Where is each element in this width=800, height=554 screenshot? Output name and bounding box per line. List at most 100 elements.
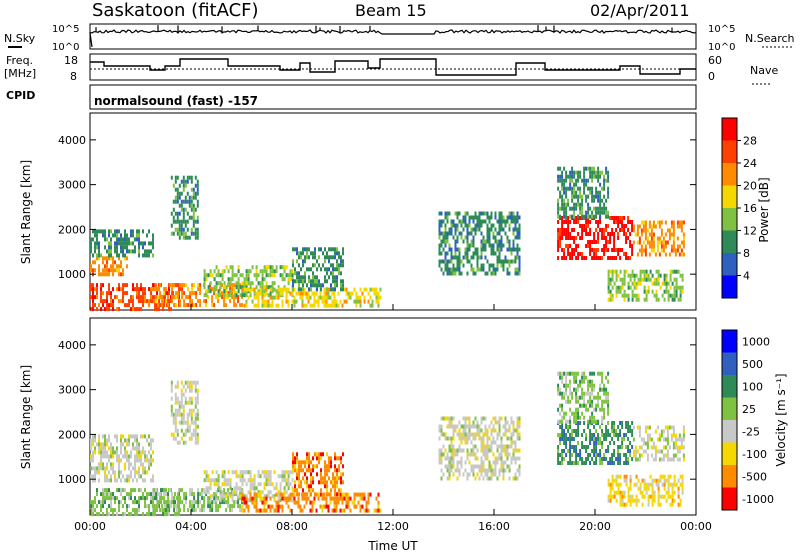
echo-cell-1 xyxy=(134,454,136,459)
echo-cell-1 xyxy=(116,454,118,459)
echo-cell-11 xyxy=(644,244,647,249)
echo-cell-8 xyxy=(514,267,517,272)
echo-cell-10 xyxy=(650,445,653,450)
echo-cell-7 xyxy=(342,251,344,256)
echo-cell-9 xyxy=(603,228,606,232)
echo-cell-10 xyxy=(607,186,610,191)
echo-cell-10 xyxy=(579,194,582,199)
echo-cell-2 xyxy=(189,492,192,497)
echo-cell-8 xyxy=(486,231,489,236)
echo-cell-8 xyxy=(460,223,463,228)
echo-cell-4 xyxy=(269,478,272,483)
echo-cell-11 xyxy=(607,478,610,483)
echo-cell-10 xyxy=(595,210,598,215)
echo-cell-8 xyxy=(458,211,461,216)
echo-cell-7 xyxy=(296,275,298,280)
echo-cell-4 xyxy=(184,199,187,204)
echo-cell-9 xyxy=(563,383,566,388)
echo-cell-2 xyxy=(181,500,184,505)
echo-cell-5 xyxy=(361,496,364,501)
echo-cell-0 xyxy=(104,496,106,501)
echo-cell-5 xyxy=(229,289,232,294)
echo-cell-8 xyxy=(454,211,457,216)
echo-cell-7 xyxy=(470,440,473,445)
echo-cell-10 xyxy=(593,194,596,199)
echo-cell-1 xyxy=(102,272,104,277)
echo-cell-8 xyxy=(444,235,447,240)
echo-cell-4 xyxy=(247,498,250,503)
echo-cell-5 xyxy=(293,496,296,501)
echo-cell-6 xyxy=(334,464,336,469)
echo-cell-9 xyxy=(563,232,566,236)
echo-cell-11 xyxy=(641,502,644,507)
echo-cell-8 xyxy=(514,271,517,276)
echo-cell-5 xyxy=(249,293,252,298)
echo-cell-2 xyxy=(142,241,144,246)
echo-cell-11 xyxy=(640,232,643,237)
echo-cell-12 xyxy=(621,285,624,290)
echo-cell-10 xyxy=(597,206,600,211)
echo-cell-2 xyxy=(179,496,182,501)
echo-cell-2 xyxy=(189,488,192,493)
echo-cell-7 xyxy=(508,452,511,457)
echo-cell-8 xyxy=(595,437,598,441)
echo-cell-9 xyxy=(605,228,608,232)
echo-cell-7 xyxy=(486,452,489,457)
echo-cell-4 xyxy=(235,490,238,495)
echo-cell-12 xyxy=(623,293,626,298)
echo-cell-9 xyxy=(563,248,566,252)
echo-cell-8 xyxy=(512,227,515,232)
echo-cell-10 xyxy=(607,190,610,195)
echo-cell-5 xyxy=(279,273,282,278)
echo-cell-11 xyxy=(658,252,661,257)
echo-cell-0 xyxy=(100,295,102,300)
echo-cell-7 xyxy=(442,472,445,477)
echo-cell-8 xyxy=(478,215,481,220)
echo-cell-1 xyxy=(90,466,92,471)
echo-cell-11 xyxy=(632,224,635,229)
echo-cell-1 xyxy=(90,474,92,479)
echo-cell-11 xyxy=(640,252,643,257)
echo-cell-9 xyxy=(577,411,580,416)
echo-cell-11 xyxy=(637,478,640,483)
echo-cell-3 xyxy=(188,424,191,429)
echo-cell-10 xyxy=(597,170,600,175)
echo-cell-4 xyxy=(184,223,187,228)
echo-cell-7 xyxy=(500,436,503,441)
echo-cell-8 xyxy=(480,267,483,272)
echo-cell-12 xyxy=(657,297,660,302)
echo-cell-5 xyxy=(263,285,266,290)
echo-cell-5 xyxy=(327,508,330,513)
echo-cell-8 xyxy=(498,219,501,224)
echo-cell-7 xyxy=(306,255,308,260)
echo-cell-3 xyxy=(223,299,226,304)
echo-cell-9 xyxy=(569,383,572,388)
echo-cell-4 xyxy=(180,203,183,208)
echo-cell-0 xyxy=(168,307,170,312)
echo-cell-7 xyxy=(486,456,489,461)
echo-cell-7 xyxy=(496,476,499,481)
echo-cell-9 xyxy=(565,236,568,240)
echo-cell-1 xyxy=(110,446,112,451)
echo-cell-12 xyxy=(623,281,626,286)
echo-cell-8 xyxy=(488,215,491,220)
echo-cell-11 xyxy=(663,486,666,491)
echo-cell-8 xyxy=(595,461,598,465)
echo-cell-0 xyxy=(118,504,120,509)
echo-cell-8 xyxy=(621,421,624,425)
echo-cell-11 xyxy=(644,252,647,257)
echo-cell-4 xyxy=(243,478,246,483)
echo-cell-2 xyxy=(159,496,162,501)
echo-cell-5 xyxy=(379,508,382,513)
velocity-colorbar-label: 25 xyxy=(742,403,756,416)
echo-cell-4 xyxy=(182,211,185,216)
echo-cell-4 xyxy=(239,494,242,499)
echo-cell-7 xyxy=(480,444,483,449)
echo-cell-8 xyxy=(599,449,602,453)
echo-cell-7 xyxy=(332,279,334,284)
echo-cell-12 xyxy=(645,273,648,278)
echo-cell-1 xyxy=(106,260,108,265)
echo-cell-1 xyxy=(134,462,136,467)
echo-cell-9 xyxy=(581,256,584,260)
